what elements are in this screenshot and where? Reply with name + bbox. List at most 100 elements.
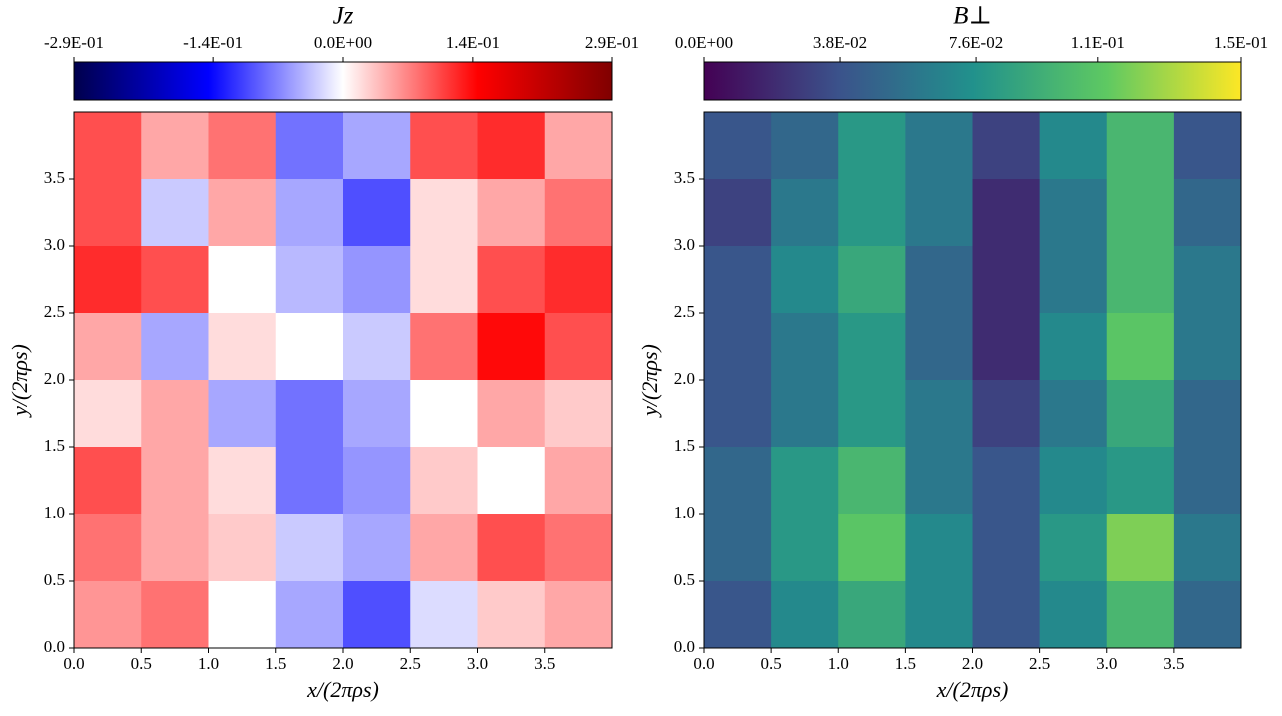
- y-tick-label: 0.0: [44, 637, 65, 656]
- heat-cell: [275, 447, 344, 515]
- heat-cell: [477, 514, 546, 582]
- heat-cell: [343, 380, 411, 448]
- heat-cell: [208, 313, 277, 381]
- colorbar-tick-label: 3.8E-02: [813, 33, 867, 52]
- heat-cell: [704, 447, 772, 515]
- heat-cell: [1039, 179, 1108, 247]
- heat-cell: [410, 380, 478, 448]
- heat-cell: [1173, 514, 1242, 582]
- heat-cell: [704, 179, 772, 247]
- heat-cell: [1173, 447, 1242, 515]
- heat-cell: [477, 313, 546, 381]
- heat-cell: [1173, 112, 1242, 180]
- colorbar-title: Jz: [333, 3, 354, 30]
- heat-cell: [1039, 380, 1108, 448]
- heat-cell: [905, 581, 973, 649]
- heat-cell: [275, 581, 344, 649]
- heat-cell: [544, 514, 613, 582]
- heat-cell: [343, 179, 411, 247]
- colorbar-tick-label: -2.9E-01: [44, 33, 104, 52]
- y-tick-label: 1.0: [674, 503, 695, 522]
- heat-cell: [972, 581, 1041, 649]
- heat-cell: [704, 313, 772, 381]
- y-tick-label: 3.5: [44, 168, 65, 187]
- heat-cell: [972, 313, 1041, 381]
- x-tick-label: 2.5: [1029, 654, 1050, 673]
- heat-cell: [905, 112, 973, 180]
- heat-cell: [972, 514, 1041, 582]
- heat-cell: [410, 179, 478, 247]
- heat-cell: [477, 581, 546, 649]
- heat-cell: [771, 447, 839, 515]
- x-tick-label: 2.0: [962, 654, 983, 673]
- heat-cell: [972, 380, 1041, 448]
- heat-cell: [343, 246, 411, 314]
- heat-cell: [905, 313, 973, 381]
- heat-cell: [838, 514, 906, 582]
- x-tick-label: 2.5: [400, 654, 421, 673]
- heat-cell: [1039, 246, 1108, 314]
- heat-cell: [208, 514, 277, 582]
- heat-cell: [1173, 313, 1242, 381]
- heat-cell: [74, 112, 142, 180]
- heat-cell: [1039, 447, 1108, 515]
- heat-cell: [74, 380, 142, 448]
- heat-cell: [141, 313, 209, 381]
- heat-cell: [972, 112, 1041, 180]
- heat-cell: [343, 514, 411, 582]
- heat-cell: [410, 581, 478, 649]
- x-tick-label: 1.5: [265, 654, 286, 673]
- heat-cell: [838, 246, 906, 314]
- heat-cell: [1173, 581, 1242, 649]
- heat-cell: [208, 246, 277, 314]
- heat-cell: [1039, 313, 1108, 381]
- heat-cell: [771, 514, 839, 582]
- heat-cell: [74, 246, 142, 314]
- heat-cell: [343, 581, 411, 649]
- heat-cell: [838, 380, 906, 448]
- y-tick-label: 2.0: [674, 369, 695, 388]
- y-axis-label: y/(2πρs): [637, 344, 662, 418]
- x-tick-label: 1.5: [895, 654, 916, 673]
- heat-cell: [141, 447, 209, 515]
- heat-cell: [275, 179, 344, 247]
- colorbar-title: B⊥: [953, 3, 992, 30]
- x-axis-label: x/(2πρs): [936, 677, 1009, 702]
- heat-cell: [544, 447, 613, 515]
- colorbar-tick-label: 0.0E+00: [675, 33, 733, 52]
- heat-cell: [544, 179, 613, 247]
- y-tick-label: 2.0: [44, 369, 65, 388]
- heat-cell: [343, 313, 411, 381]
- x-tick-label: 2.0: [332, 654, 353, 673]
- heat-cell: [208, 581, 277, 649]
- heat-cell: [477, 112, 546, 180]
- y-tick-label: 3.0: [674, 235, 695, 254]
- heat-cell: [275, 246, 344, 314]
- heat-cell: [208, 447, 277, 515]
- heat-cell: [275, 380, 344, 448]
- heat-cell: [74, 581, 142, 649]
- x-tick-label: 1.0: [828, 654, 849, 673]
- y-tick-label: 1.0: [44, 503, 65, 522]
- heat-cell: [208, 179, 277, 247]
- heat-cell: [905, 447, 973, 515]
- colorbar: [703, 61, 1242, 101]
- heat-cell: [544, 313, 613, 381]
- colorbar-tick-label: 2.9E-01: [585, 33, 639, 52]
- y-tick-label: 3.5: [674, 168, 695, 187]
- heat-cell: [771, 313, 839, 381]
- heat-cell: [74, 447, 142, 515]
- heat-cell: [275, 313, 344, 381]
- y-tick-label: 2.5: [44, 302, 65, 321]
- heat-cell: [905, 514, 973, 582]
- heat-cell: [1173, 179, 1242, 247]
- y-tick-label: 0.5: [44, 570, 65, 589]
- heat-cell: [410, 246, 478, 314]
- heat-cell: [1106, 380, 1175, 448]
- heat-cell: [1039, 514, 1108, 582]
- x-tick-label: 3.0: [1096, 654, 1117, 673]
- heat-cell: [275, 112, 344, 180]
- heat-cell: [905, 179, 973, 247]
- heat-cell: [1039, 112, 1108, 180]
